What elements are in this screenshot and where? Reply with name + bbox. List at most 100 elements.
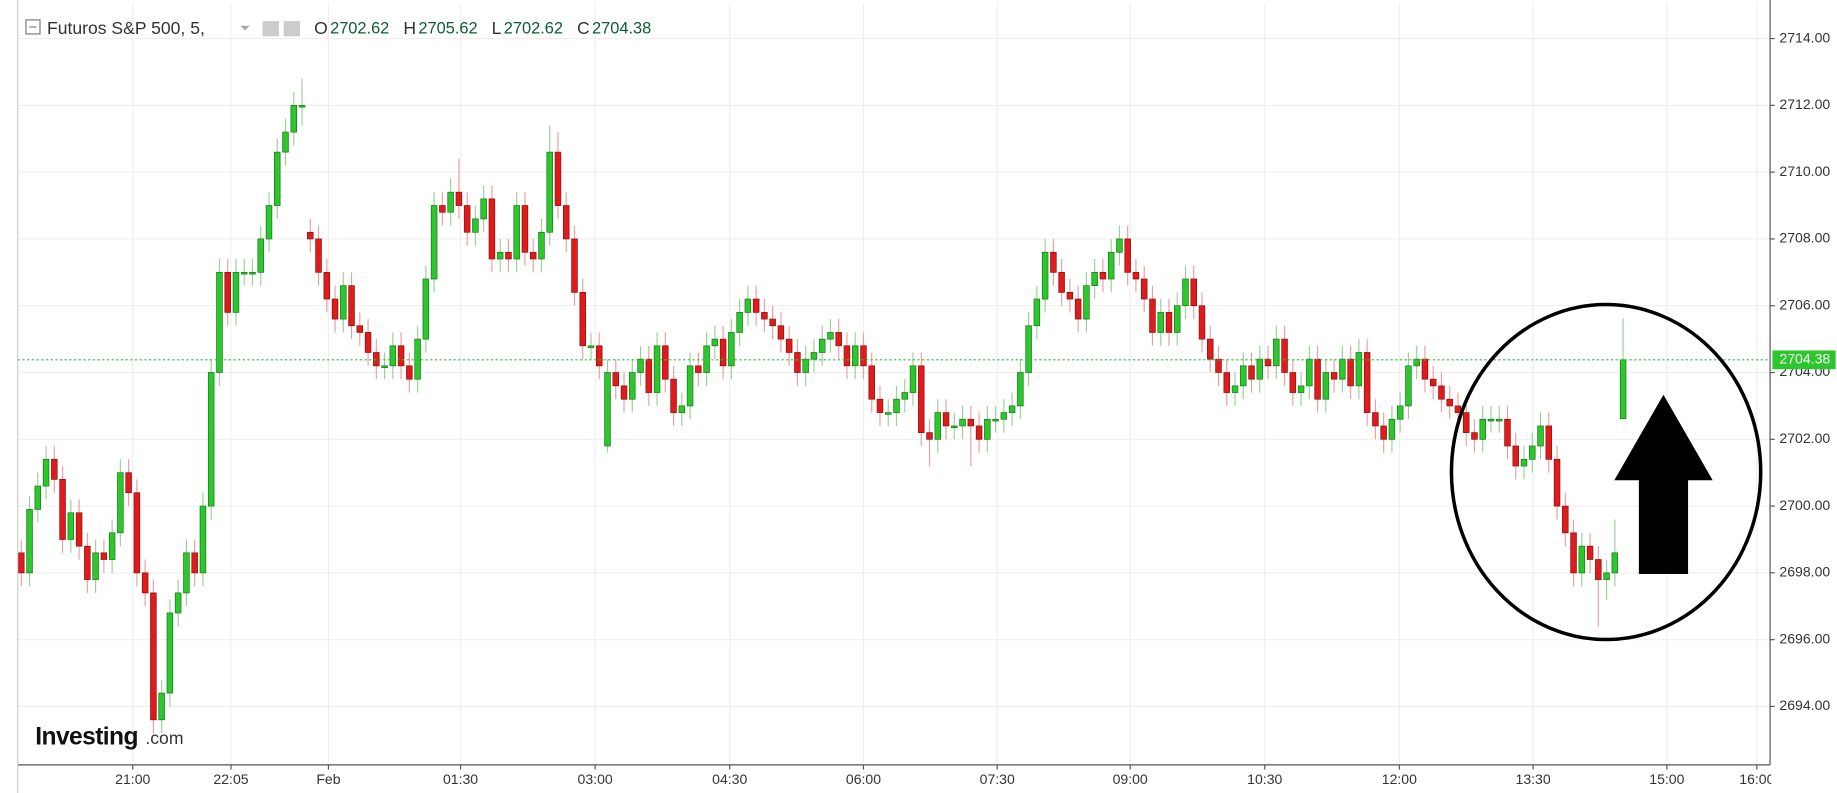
candle-body — [430, 205, 438, 280]
candle-body — [1231, 385, 1239, 393]
eye-button[interactable] — [262, 21, 279, 37]
x-tick-label: 22:05 — [213, 771, 248, 787]
candle-body — [513, 205, 520, 260]
dropdown-arrow[interactable] — [240, 25, 250, 31]
candle-body — [323, 271, 331, 300]
candle-body — [802, 358, 809, 373]
candle-body — [587, 345, 595, 348]
candle-body — [472, 218, 479, 233]
x-tick-label: 07:30 — [980, 771, 1015, 787]
candle-body — [521, 205, 529, 253]
candle-body — [959, 418, 966, 427]
candle-body — [1256, 358, 1264, 380]
candle-body — [414, 338, 421, 380]
candle-body — [1520, 458, 1528, 467]
candle-body — [1570, 532, 1577, 574]
candle-body — [133, 492, 141, 574]
candle-body — [934, 412, 942, 440]
candle-body — [496, 251, 504, 260]
settings-button[interactable] — [283, 21, 301, 37]
candle-body — [274, 151, 281, 206]
candle-body — [695, 365, 702, 373]
candle-body — [1165, 312, 1173, 333]
candle-body — [538, 231, 545, 260]
candle-body — [1429, 378, 1437, 387]
candle-body — [51, 458, 58, 480]
ohlc-key: L — [492, 18, 502, 38]
collapse-button[interactable] — [25, 19, 41, 35]
candle-body — [1132, 271, 1140, 280]
candle-body — [868, 365, 875, 400]
candle-body — [340, 285, 347, 320]
x-tick-label: 12:00 — [1382, 771, 1417, 787]
candle-body — [529, 251, 537, 260]
candle-body — [1215, 358, 1222, 373]
candle-body — [1421, 358, 1429, 380]
candle-body — [1586, 545, 1594, 560]
y-tick-label: 2700.00 — [1779, 497, 1830, 513]
candle-body — [265, 205, 273, 240]
candle-body — [1149, 298, 1156, 333]
candle-body — [1471, 432, 1478, 440]
x-tick-label: 01:30 — [443, 771, 478, 787]
candle-body — [562, 205, 570, 240]
candle-body — [34, 485, 42, 510]
candle-body — [645, 358, 653, 393]
candle-body — [141, 572, 149, 594]
candle-body — [1182, 278, 1189, 307]
candle-body — [711, 338, 719, 347]
x-tick-label: 06:00 — [846, 771, 881, 787]
candle-body — [901, 392, 909, 400]
candle-body — [397, 345, 405, 367]
candle-body — [670, 378, 677, 413]
candle-body — [1041, 251, 1049, 300]
candle-body — [1504, 418, 1511, 447]
last-price-box — [1772, 350, 1836, 370]
chart-title: Futuros S&P 500, 5, — [47, 18, 205, 38]
candle-body — [596, 345, 603, 367]
candle-body — [1074, 298, 1082, 320]
candle-body — [818, 338, 826, 353]
candle-body — [150, 592, 157, 721]
candle-body — [761, 312, 768, 320]
candle-body — [1207, 338, 1214, 360]
candle-body — [719, 338, 727, 367]
candle-body — [1198, 305, 1206, 340]
candle-body — [1487, 418, 1495, 422]
candle-body — [373, 352, 380, 367]
candle-body — [1091, 271, 1098, 287]
candle-body — [59, 479, 66, 540]
candle-body — [240, 271, 248, 275]
candle-body — [315, 238, 322, 273]
candle-body — [744, 298, 752, 313]
candle-body — [843, 345, 851, 367]
candle-body — [455, 191, 463, 206]
ohlc-key: C — [577, 18, 590, 38]
candle-body — [1314, 358, 1321, 400]
y-tick-label: 2712.00 — [1779, 96, 1830, 112]
candle-body — [1033, 298, 1041, 327]
candle-body — [447, 191, 454, 213]
y-tick-label: 2698.00 — [1779, 564, 1830, 580]
candle-body — [26, 509, 33, 574]
candle-body — [612, 372, 620, 387]
candle-body — [579, 292, 586, 347]
candle-body — [1562, 505, 1569, 534]
candle-body — [1306, 358, 1313, 387]
candle-body — [125, 472, 132, 494]
candle-body — [282, 131, 289, 153]
candle-body — [1322, 372, 1330, 400]
candle-body — [1330, 372, 1338, 380]
candle-body — [232, 271, 240, 313]
x-tick-label: 21:00 — [115, 771, 150, 787]
candle-body — [331, 298, 339, 320]
candle-body — [42, 458, 50, 487]
candle-body — [546, 151, 553, 233]
candle-body — [1413, 358, 1420, 367]
candle-body — [290, 105, 298, 133]
candle-body — [967, 418, 975, 427]
candle-body — [480, 198, 487, 220]
candle-body — [752, 298, 760, 313]
y-tick-label: 2702.00 — [1779, 430, 1830, 446]
